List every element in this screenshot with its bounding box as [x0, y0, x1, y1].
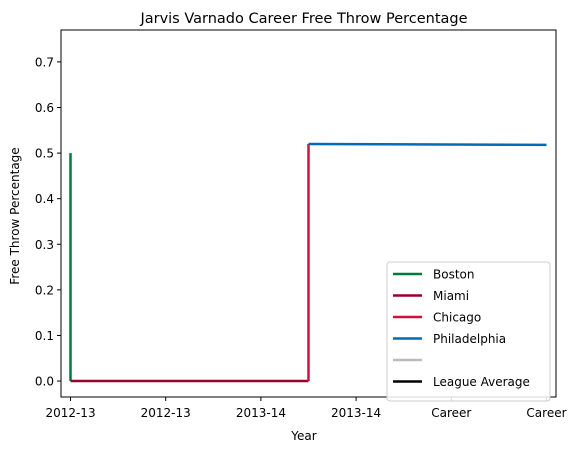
- chart-title: Jarvis Varnado Career Free Throw Percent…: [139, 11, 467, 27]
- x-axis-label: Year: [290, 429, 316, 443]
- legend-label: Miami: [433, 289, 469, 303]
- legend-label: League Average: [433, 375, 530, 389]
- legend-label: Chicago: [433, 311, 481, 325]
- x-tick-label: 2012-13: [45, 406, 95, 420]
- y-axis-label: Free Throw Percentage: [8, 147, 22, 284]
- y-tick-label: 0.1: [35, 329, 54, 343]
- legend-label: Philadelphia: [433, 332, 506, 346]
- y-tick-label: 0.0: [35, 375, 54, 389]
- x-tick-label: Career: [431, 406, 471, 420]
- y-tick-label: 0.5: [35, 147, 54, 161]
- y-tick-label: 0.4: [35, 192, 54, 206]
- x-tick-label: 2013-14: [236, 406, 286, 420]
- x-tick-label: 2012-13: [141, 406, 191, 420]
- x-tick-label: Career: [526, 406, 566, 420]
- y-tick-label: 0.2: [35, 283, 54, 297]
- y-tick-label: 0.3: [35, 238, 54, 252]
- x-tick-label: 2013-14: [331, 406, 381, 420]
- y-tick-label: 0.7: [35, 55, 54, 69]
- plot-frame: [60, 29, 557, 398]
- legend-box: [386, 261, 551, 402]
- y-tick-label: 0.6: [35, 101, 54, 115]
- series-line-philadelphia: [308, 142, 547, 147]
- legend-label: Boston: [433, 268, 474, 282]
